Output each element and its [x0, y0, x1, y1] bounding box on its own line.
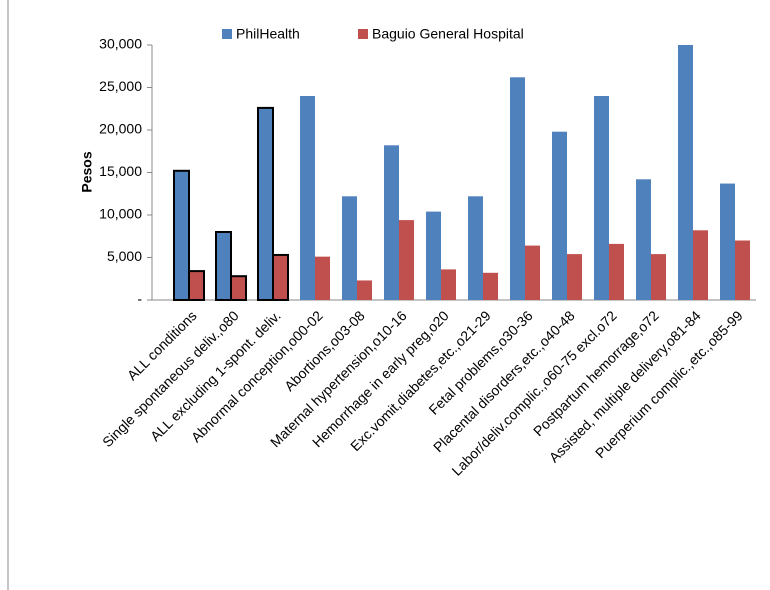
y-tick-label: 30,000 — [99, 36, 142, 52]
y-axis-label: Pesos — [79, 151, 95, 192]
y-tick-label: 10,000 — [99, 206, 142, 222]
bar — [567, 254, 582, 300]
bar — [342, 196, 357, 300]
y-tick-label: 5,000 — [107, 248, 142, 264]
y-tick-label: 20,000 — [99, 121, 142, 137]
bar — [300, 96, 315, 300]
bar — [215, 231, 232, 301]
bar — [441, 269, 456, 300]
legend-label: PhilHealth — [236, 26, 300, 42]
y-tick-label: 25,000 — [99, 78, 142, 94]
legend-swatch — [358, 29, 368, 39]
legend-swatch — [222, 29, 232, 39]
bar — [230, 275, 247, 302]
bar — [357, 280, 372, 300]
bar — [257, 106, 274, 302]
bar — [468, 196, 483, 300]
bar — [678, 45, 693, 300]
bar — [188, 270, 205, 302]
legend-label: Baguio General Hospital — [372, 26, 524, 42]
y-tick-label: 15,000 — [99, 163, 142, 179]
bar — [720, 183, 735, 300]
bar — [384, 145, 399, 300]
bar — [735, 240, 750, 300]
bar — [525, 245, 540, 300]
bar — [315, 256, 330, 300]
bar — [426, 211, 441, 300]
bar — [173, 169, 190, 301]
bar — [399, 220, 414, 300]
bar — [651, 254, 666, 300]
y-tick-label: - — [137, 291, 142, 307]
bar — [594, 96, 609, 300]
bar — [510, 77, 525, 300]
bar — [693, 230, 708, 300]
bar — [552, 131, 567, 300]
bar — [483, 272, 498, 300]
x-tick-label: Assisted, multiple delivery,o81-84 — [546, 307, 704, 465]
bar — [609, 243, 624, 300]
bar — [272, 253, 289, 301]
bar — [636, 179, 651, 300]
